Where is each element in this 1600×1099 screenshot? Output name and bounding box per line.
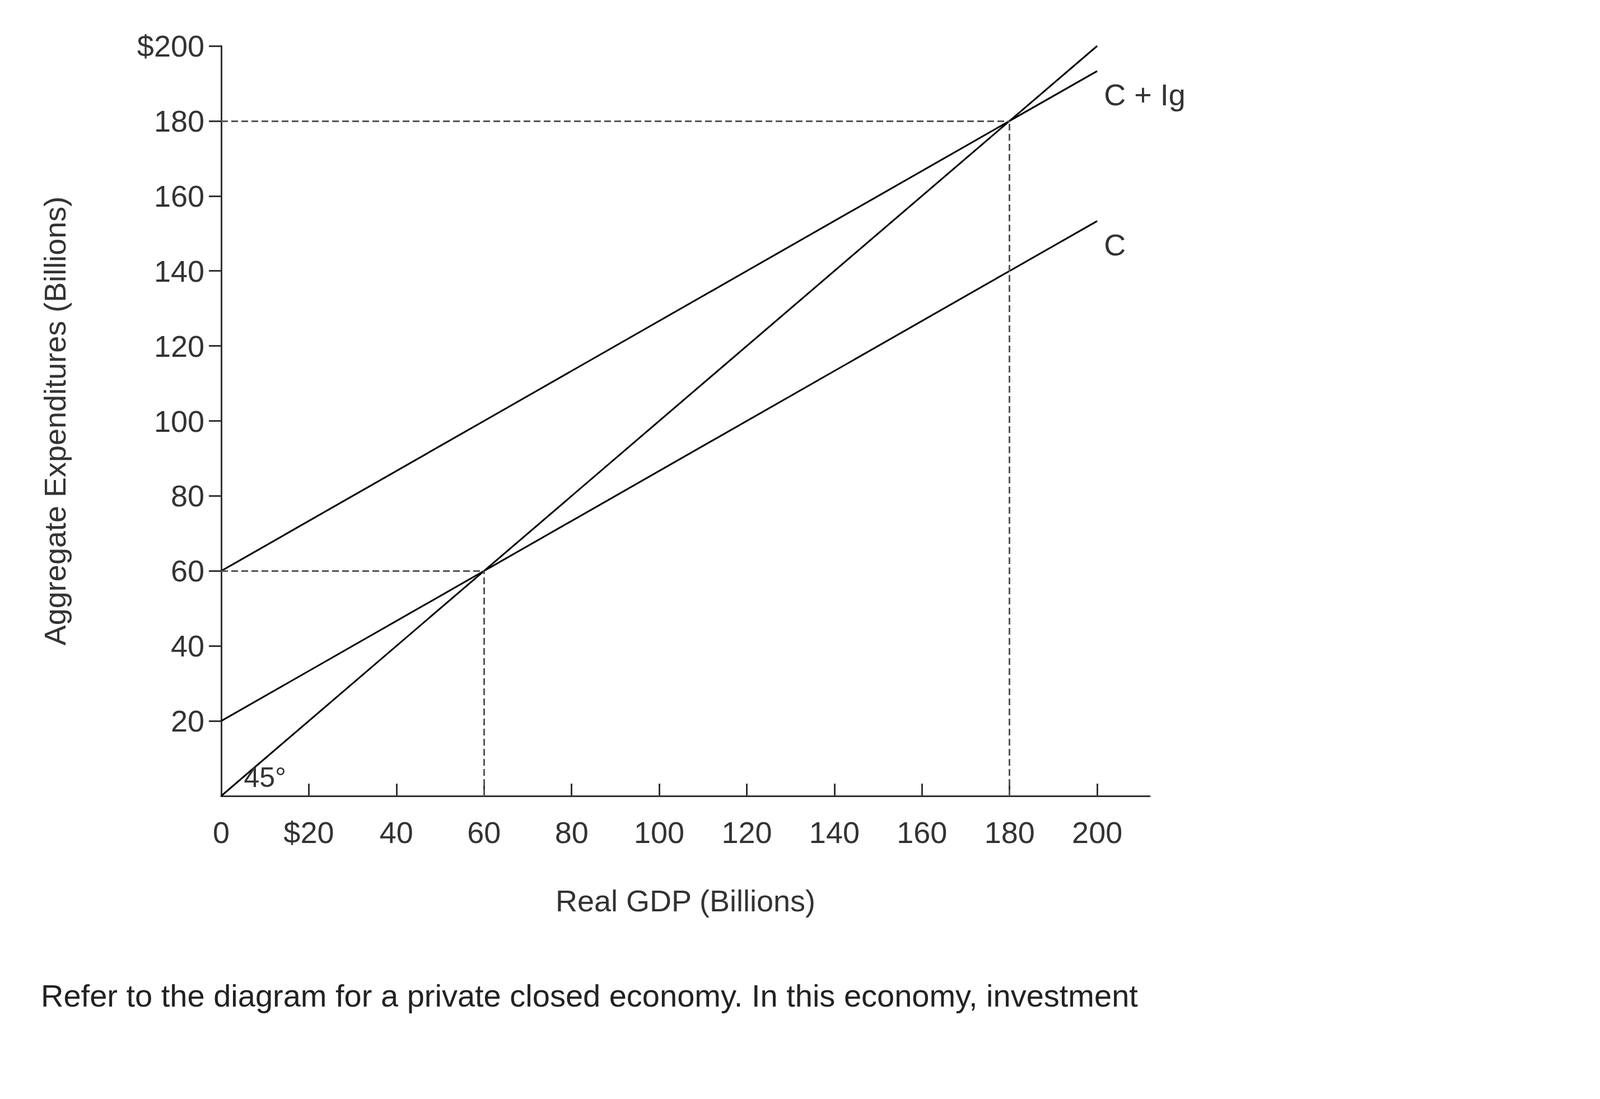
svg-text:160: 160 — [896, 815, 948, 850]
svg-text:120: 120 — [721, 815, 772, 850]
svg-text:0: 0 — [212, 815, 230, 850]
svg-text:40: 40 — [170, 628, 205, 663]
svg-text:200: 200 — [1071, 815, 1123, 850]
svg-text:45°: 45° — [243, 761, 287, 793]
html-text:Refer to the diagram for a pri: Refer to the diagram for a private close… — [40, 977, 1138, 1014]
svg-text:C: C — [1103, 227, 1126, 262]
svg-text:80: 80 — [170, 478, 205, 513]
svg-text:180: 180 — [984, 815, 1035, 850]
svg-text:$200: $200 — [137, 29, 205, 63]
svg-text:C + Ig: C + Ig — [1103, 77, 1186, 112]
svg-text:160: 160 — [154, 179, 205, 213]
svg-text:80: 80 — [554, 815, 589, 850]
svg-text:140: 140 — [809, 815, 860, 850]
svg-text:40: 40 — [379, 815, 414, 850]
svg-text:180: 180 — [154, 104, 205, 138]
svg-text:140: 140 — [154, 254, 205, 288]
svg-text:Aggregate Expenditures (Billio: Aggregate Expenditures (Billions) — [38, 196, 72, 646]
svg-text:100: 100 — [154, 404, 205, 438]
svg-text:20: 20 — [170, 703, 205, 738]
svg-text:120: 120 — [154, 329, 205, 363]
svg-text:Real GDP (Billions): Real GDP (Billions) — [555, 883, 816, 918]
svg-text:60: 60 — [170, 553, 205, 588]
svg-text:100: 100 — [633, 815, 685, 850]
svg-text:60: 60 — [467, 815, 501, 850]
svg-text:$20: $20 — [283, 815, 334, 850]
